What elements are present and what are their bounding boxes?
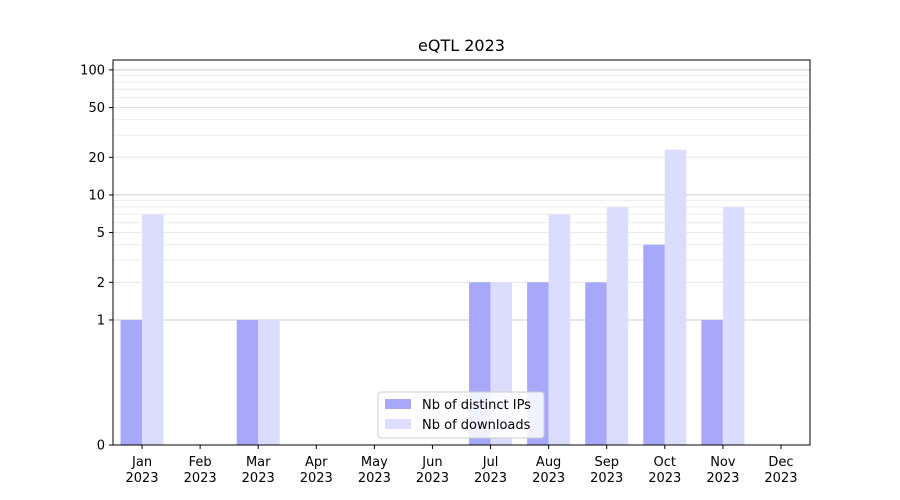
x-tick-label-year: 2023 xyxy=(358,471,391,486)
bar-distinct-ips xyxy=(701,319,723,445)
x-tick-label-month: Aug xyxy=(536,455,561,470)
x-tick-label-year: 2023 xyxy=(300,471,333,486)
x-tick-label-year: 2023 xyxy=(416,471,449,486)
x-axis: Jan2023Feb2023Mar2023Apr2023May2023Jun20… xyxy=(125,445,798,486)
y-tick-label: 100 xyxy=(80,63,105,78)
bar-downloads xyxy=(548,214,571,445)
chart-title: eQTL 2023 xyxy=(418,36,505,55)
y-tick-label: 5 xyxy=(97,226,105,241)
x-tick-label-month: Dec xyxy=(768,455,793,470)
y-tick-label: 2 xyxy=(97,276,105,291)
x-tick-label-year: 2023 xyxy=(125,471,158,486)
bar-downloads xyxy=(142,214,164,445)
bars xyxy=(120,149,745,446)
bar-downloads xyxy=(722,207,745,445)
x-tick-label-month: Jul xyxy=(482,455,499,470)
bar-distinct-ips xyxy=(120,319,143,445)
bar-distinct-ips xyxy=(643,244,665,445)
plot-frame xyxy=(112,59,811,446)
y-tick-label: 0 xyxy=(97,439,105,454)
legend-label: Nb of downloads xyxy=(422,418,531,433)
y-tick-label: 10 xyxy=(88,188,105,203)
legend-swatch xyxy=(385,399,411,409)
x-tick-label-year: 2023 xyxy=(532,471,565,486)
y-axis: 0 1 2 5 10 20 50 100 xyxy=(80,63,113,454)
x-tick-label-year: 2023 xyxy=(764,471,797,486)
x-tick-label-month: May xyxy=(361,455,388,470)
x-tick-label-month: Jun xyxy=(421,455,442,470)
x-tick-label-month: Nov xyxy=(710,455,736,470)
bar-distinct-ips xyxy=(236,319,259,445)
legend: Nb of distinct IPs Nb of downloads xyxy=(377,391,545,439)
y-tick-label: 50 xyxy=(88,101,105,116)
x-tick-label-month: Apr xyxy=(305,455,328,470)
x-tick-label-month: Mar xyxy=(246,455,271,470)
bar-downloads xyxy=(606,207,629,445)
x-tick-label-year: 2023 xyxy=(590,471,623,486)
legend-label: Nb of distinct IPs xyxy=(422,398,531,413)
x-tick-label-year: 2023 xyxy=(706,471,739,486)
bar-downloads xyxy=(258,319,280,445)
x-tick-label-year: 2023 xyxy=(474,471,507,486)
y-tick-label: 1 xyxy=(97,313,105,328)
legend-swatch xyxy=(385,419,411,429)
grid-lines xyxy=(113,69,810,321)
bar-downloads xyxy=(664,149,687,446)
x-tick-label-month: Oct xyxy=(654,455,676,470)
bar-distinct-ips xyxy=(585,282,607,445)
x-tick-label-month: Sep xyxy=(594,455,619,470)
x-tick-label-month: Jan xyxy=(131,455,152,470)
y-tick-label: 20 xyxy=(88,151,105,166)
legend-box xyxy=(377,391,545,439)
x-tick-label-year: 2023 xyxy=(184,471,217,486)
x-tick-label-year: 2023 xyxy=(648,471,681,486)
x-tick-label-month: Feb xyxy=(189,455,212,470)
x-tick-label-year: 2023 xyxy=(242,471,275,486)
